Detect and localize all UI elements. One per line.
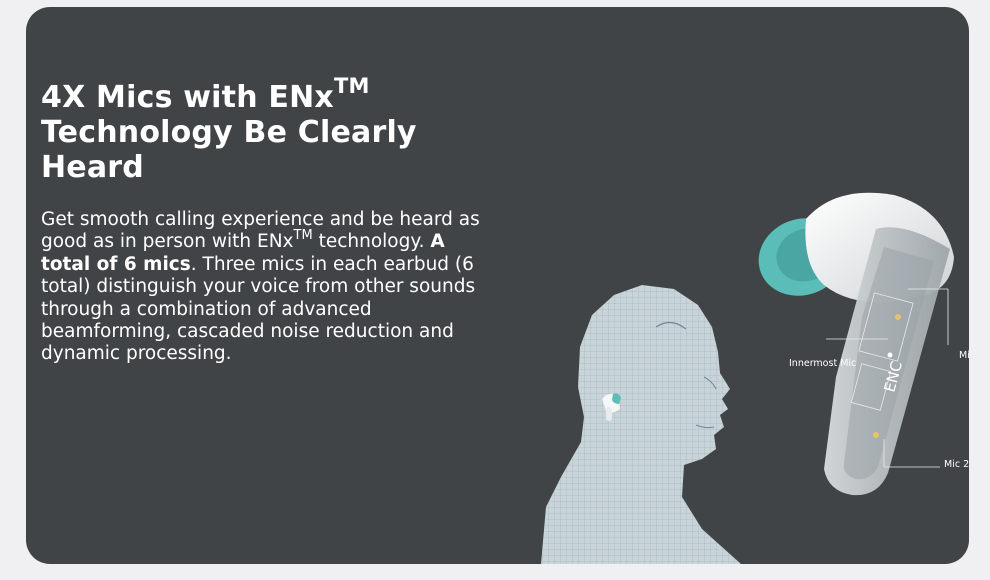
small-earbud-icon [602,393,621,421]
wireframe-head [541,285,741,564]
desc-text-1: Get smooth calling experience and be hea… [41,209,480,253]
title-line-2: Technology Be Clearly [41,115,417,150]
trademark-superscript: TM [333,74,370,98]
desc-text-3: . Three mics in each earbud (6 total) di… [41,253,476,365]
desc-highlight: A total of 6 mics [41,231,445,275]
feature-card: 4X Mics with ENxTM Technology Be Clearly… [26,7,969,564]
title-text: 4X Mics with ENx [41,80,334,115]
trademark-superscript: TM [293,228,313,244]
feature-description: Get smooth calling experience and be hea… [41,209,481,366]
title-line-3: Heard [41,150,144,185]
earbud-product: ENC [758,192,954,496]
callout-lines [826,288,949,468]
title-line-1: 4X Mics with ENxTM [41,76,370,116]
innermost-mic-label: Innermost Mic [789,358,857,369]
desc-text-2: technology. [312,231,431,253]
mic2-label: Mic 2 [944,459,969,470]
mic1-label: Mic 1 [959,350,969,361]
feature-title: 4X Mics with ENxTM Technology Be Clearly… [41,76,471,186]
illustration-svg: ENC [541,192,954,564]
earbud-illustration: ENC Innermost Mic Mic 1 Mic 2 [506,177,969,564]
